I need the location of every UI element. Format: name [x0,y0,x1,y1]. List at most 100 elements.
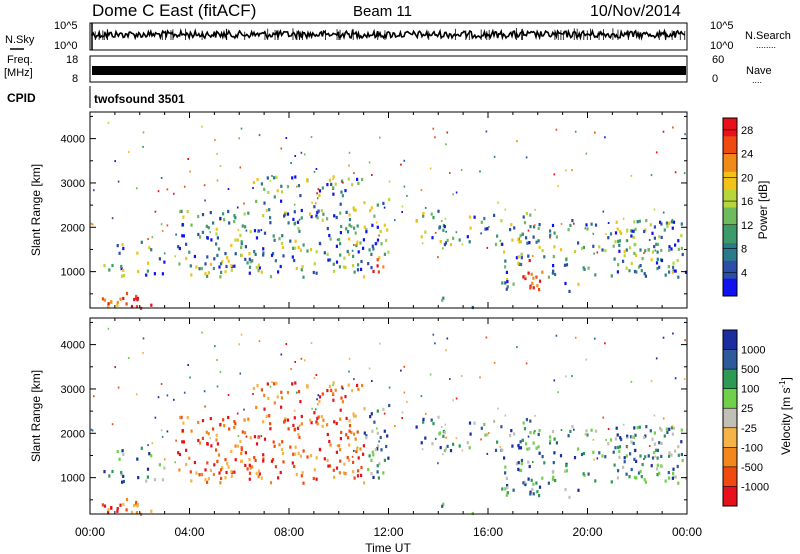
velocity-cell [628,475,631,479]
velocity-cell [618,449,621,453]
velocity-cell [255,471,258,476]
velocity-cell [272,440,275,444]
power-cell [295,267,298,271]
power-cell [386,228,389,232]
velocity-cell [293,416,296,420]
velocity-cell [329,443,332,447]
power-cell [186,210,189,214]
power-cell [505,287,508,291]
power-cell [639,264,642,268]
velocity-cell [356,383,359,387]
power-cell [680,246,683,251]
x-tick-label: 20:00 [572,525,602,539]
power-cell [332,175,335,179]
velocity-cell [282,460,285,464]
power-cell [340,224,343,229]
power-cell [207,226,210,230]
velocity-cell [352,460,355,464]
power-cell [536,284,539,288]
velocity-cell [117,386,120,389]
velocity-cell [137,476,140,480]
power-cell [178,246,181,251]
velocity-cell [273,382,276,386]
power-cell [148,246,151,250]
velocity-cell [469,432,472,436]
power-colorbar-tick-label: 16 [741,196,753,208]
velocity-cell [620,437,623,442]
y-tick-label: 1000 [61,473,85,485]
velocity-cell [650,464,653,468]
power-cell [297,245,300,249]
velocity-cell [251,465,254,469]
power-cell [479,170,481,173]
power-cell [233,214,236,218]
power-cell [660,222,663,226]
power-cell [658,265,661,269]
power-cell [656,250,659,254]
velocity-cell [116,450,119,454]
velocity-cell [372,453,375,457]
power-cell [315,250,318,254]
velocity-cell [277,476,280,480]
power-cell [623,250,626,254]
velocity-cell [497,407,499,410]
velocity-cell [316,403,319,406]
power-cell [150,303,153,307]
velocity-cell [348,424,352,428]
power-cell [383,223,386,227]
power-cell [265,208,268,212]
velocity-cell [230,449,233,454]
power-cell [224,270,227,274]
velocity-cell [224,458,227,462]
power-cell [604,249,607,253]
velocity-colorbar-swatch [723,349,737,370]
velocity-cell [300,357,303,360]
power-cell [616,270,619,274]
time-axis-label: Time UT [365,541,411,554]
velocity-cell [240,459,243,463]
power-cell [609,232,613,236]
velocity-cell [357,469,360,473]
velocity-cell [150,454,153,458]
velocity-cell [300,414,303,419]
velocity-cell [609,438,613,442]
velocity-cell [116,509,119,513]
power-cell [252,187,254,189]
velocity-cell [672,471,675,475]
power-cell [360,259,363,264]
velocity-cell [533,431,536,435]
power-cell [103,264,106,268]
power-cell [368,161,371,164]
velocity-cell [121,449,124,453]
velocity-cell [443,431,446,435]
power-cell [455,191,458,194]
power-cell [146,261,150,265]
velocity-cell [493,361,496,364]
power-cell [563,263,567,267]
velocity-cell [114,366,116,369]
power-cell [668,248,671,252]
velocity-cell [237,434,240,437]
power-cell [651,231,654,235]
velocity-cell [587,472,590,476]
power-cell [227,188,230,190]
power-cell [343,256,346,260]
power-cell [130,304,134,309]
velocity-cell [415,425,418,429]
power-cell [458,238,461,242]
power-cell [332,192,335,196]
velocity-cell [201,436,204,440]
velocity-cell [339,417,342,421]
velocity-cell [298,424,301,427]
velocity-cell [207,477,210,481]
velocity-cell [485,336,488,339]
power-colorbar-swatch [723,135,737,155]
power-cell [668,245,671,249]
velocity-cell [632,435,635,439]
power-cell [344,266,347,270]
nsearch-tick-top: 10^5 [710,20,734,32]
velocity-cell [294,445,297,449]
power-cell [526,241,529,245]
power-cell [354,231,357,235]
power-cell [116,301,119,305]
